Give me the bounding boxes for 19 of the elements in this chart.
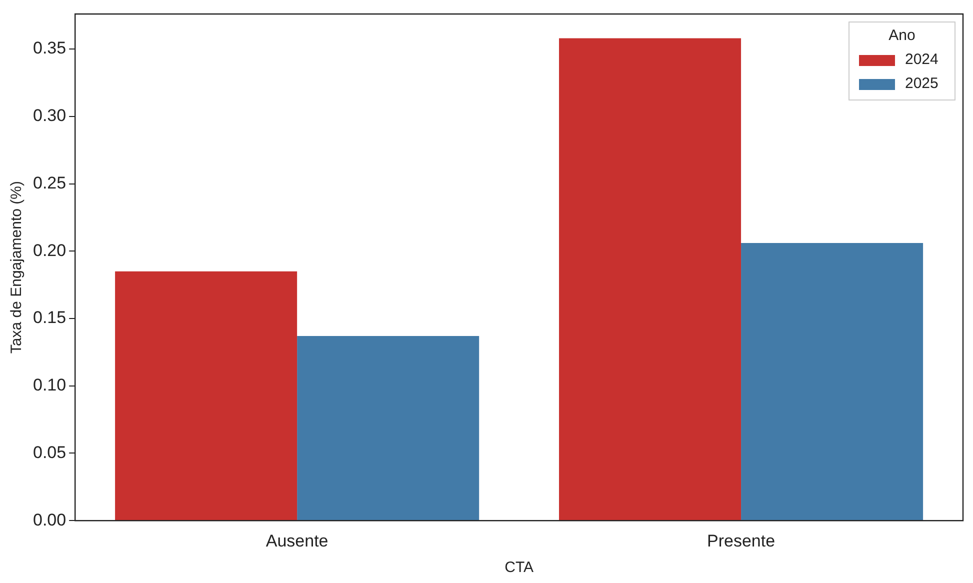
legend-label: 2025	[905, 75, 938, 92]
legend-label: 2024	[905, 51, 938, 68]
y-tick-label: 0.05	[32, 442, 66, 462]
y-tick-label: 0.35	[32, 38, 66, 58]
y-axis-title: Taxa de Engajamento (%)	[8, 180, 26, 354]
legend-title: Ano	[888, 27, 916, 44]
bar	[741, 243, 924, 520]
y-tick-label: 0.25	[32, 173, 66, 192]
bar	[559, 38, 742, 520]
y-tick-label: 0.20	[32, 240, 66, 260]
y-tick-label: 0.30	[32, 106, 66, 126]
y-tick-label: 0.15	[32, 308, 66, 328]
y-tick-label: 0.10	[32, 376, 66, 395]
x-tick-label: Ausente	[266, 531, 328, 550]
x-axis-title: CTA	[504, 559, 534, 576]
bar	[115, 271, 298, 520]
x-tick-label: Presente	[707, 531, 776, 550]
y-tick-label: 0.00	[32, 510, 66, 530]
bar	[297, 336, 480, 520]
